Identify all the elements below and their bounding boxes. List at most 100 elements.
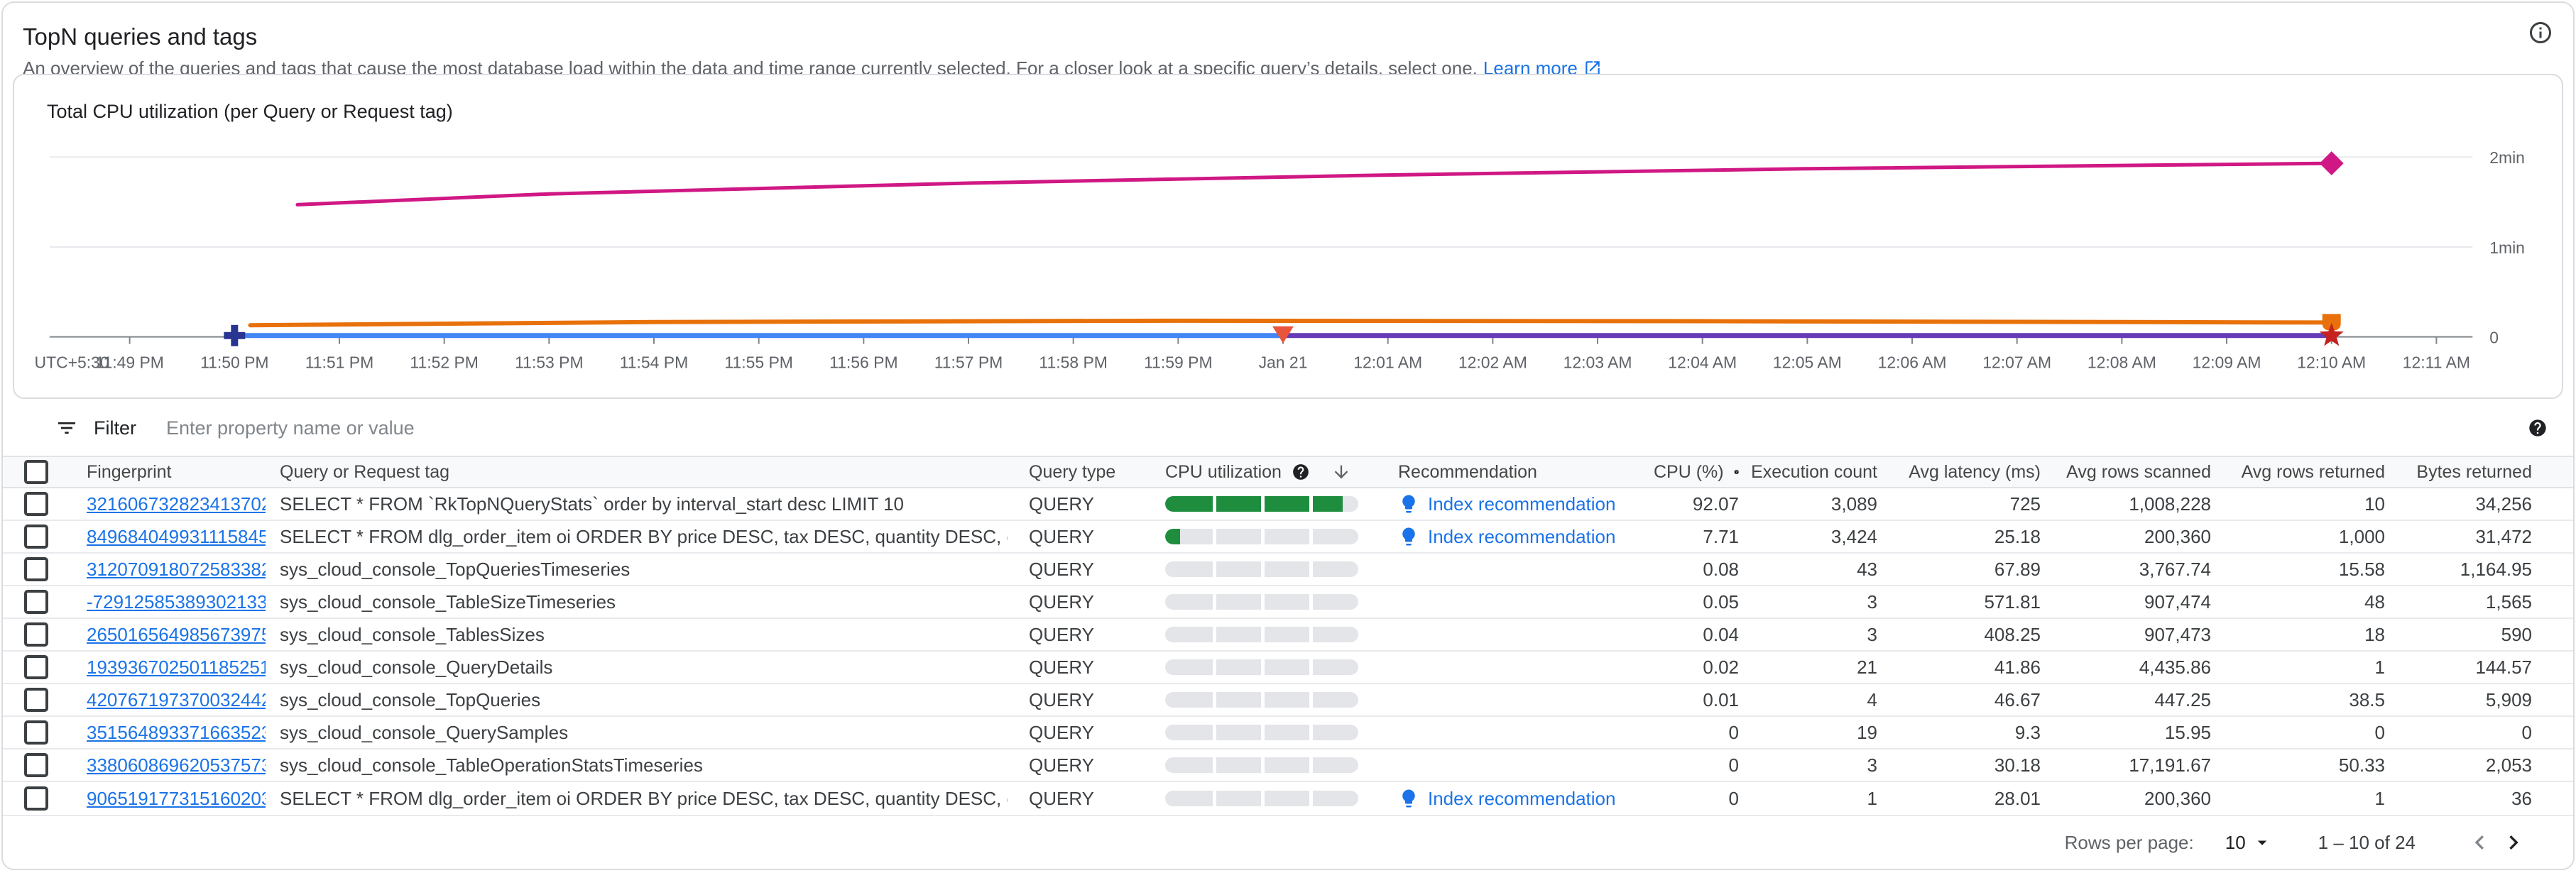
execution-count: 3: [1867, 591, 1877, 613]
fingerprint-link[interactable]: 2650165649856739758: [87, 623, 266, 645]
avg-rows-scanned: 447.25: [2154, 688, 2211, 710]
index-recommendation-link[interactable]: Index recommendation: [1398, 493, 1654, 515]
row-checkbox[interactable]: [24, 688, 48, 712]
avg-rows-returned: 38.5: [2349, 688, 2385, 710]
cpu-utilization-bar: [1165, 561, 1358, 577]
query-text: sys_cloud_console_QueryDetails: [280, 656, 553, 678]
cpu-utilization-bar: [1165, 627, 1358, 642]
lightbulb-icon: [1402, 789, 1415, 808]
help-icon[interactable]: [1292, 463, 1310, 481]
chart-title: Total CPU utilization (per Query or Requ…: [47, 101, 453, 122]
table-body: 3216067328234137024 SELECT * FROM `RkTop…: [3, 488, 2573, 815]
avg-rows-returned: 18: [2364, 623, 2385, 645]
col-execution-count[interactable]: Execution count: [1751, 461, 1877, 482]
row-checkbox[interactable]: [24, 720, 48, 745]
query-text: sys_cloud_console_TableSizeTimeseries: [280, 591, 616, 613]
table-row[interactable]: -72912585389302133… sys_cloud_console_Ta…: [3, 586, 2573, 619]
table-row[interactable]: 3380608696205375739 sys_cloud_console_Ta…: [3, 750, 2573, 782]
pagination-range: 1 – 10 of 24: [2318, 831, 2416, 853]
table-row[interactable]: 3216067328234137024 SELECT * FROM `RkTop…: [3, 488, 2573, 521]
cpu-percent: 7.71: [1703, 525, 1739, 547]
sort-desc-icon[interactable]: [1331, 462, 1351, 482]
rows-per-page-select[interactable]: 10: [2225, 832, 2273, 854]
avg-latency: 46.67: [1994, 688, 2041, 710]
table-row[interactable]: 8496840499311158456 SELECT * FROM dlg_or…: [3, 521, 2573, 554]
col-bytes-returned[interactable]: Bytes returned: [2416, 461, 2532, 482]
avg-latency: 28.01: [1994, 787, 2041, 809]
col-recommendation[interactable]: Recommendation: [1398, 461, 1537, 482]
fingerprint-link[interactable]: 4207671973700324422: [87, 688, 266, 710]
table-row[interactable]: 1939367025011852511 sys_cloud_console_Qu…: [3, 652, 2573, 684]
fingerprint-link[interactable]: -72912585389302133…: [87, 591, 266, 613]
avg-rows-scanned: 907,474: [2144, 591, 2211, 613]
col-fingerprint[interactable]: Fingerprint: [87, 461, 172, 482]
bytes-returned: 2,053: [2485, 754, 2532, 776]
row-checkbox[interactable]: [24, 525, 48, 549]
table-row[interactable]: 312070918072583382 sys_cloud_console_Top…: [3, 554, 2573, 586]
open-in-new-icon: [1586, 61, 1600, 75]
index-recommendation-link[interactable]: Index recommendation: [1398, 526, 1654, 548]
avg-rows-returned: 48: [2364, 591, 2385, 613]
recommendation-label: Index recommendation: [1428, 493, 1616, 515]
table-row[interactable]: 3515648933716635231 sys_cloud_console_Qu…: [3, 717, 2573, 750]
row-checkbox[interactable]: [24, 753, 48, 777]
query-type: QUERY: [1029, 525, 1094, 547]
lightbulb-icon: [1402, 527, 1415, 546]
fingerprint-link[interactable]: 9065191773151602033: [87, 787, 266, 809]
row-checkbox[interactable]: [24, 622, 48, 647]
filter-input[interactable]: [165, 416, 2523, 440]
table-row[interactable]: 4207671973700324422 sys_cloud_console_To…: [3, 684, 2573, 717]
col-avg-latency[interactable]: Avg latency (ms): [1909, 461, 2041, 482]
fingerprint-link[interactable]: 3216067328234137024: [87, 493, 266, 515]
svg-text:12:04 AM: 12:04 AM: [1668, 353, 1737, 372]
fingerprint-link[interactable]: 3380608696205375739: [87, 754, 266, 776]
query-type: QUERY: [1029, 787, 1094, 809]
avg-rows-returned: 15.58: [2338, 558, 2385, 580]
col-avg-rows-scanned[interactable]: Avg rows scanned: [2066, 461, 2211, 482]
col-query-or-request-tag[interactable]: Query or Request tag: [280, 461, 450, 482]
help-icon[interactable]: [1734, 463, 1739, 481]
execution-count: 21: [1857, 656, 1877, 678]
fingerprint-link[interactable]: 312070918072583382: [87, 558, 266, 580]
svg-text:11:58 PM: 11:58 PM: [1039, 353, 1107, 372]
query-type: QUERY: [1029, 754, 1094, 776]
query-text: sys_cloud_console_TablesSizes: [280, 623, 545, 645]
page-title: TopN queries and tags: [23, 23, 258, 50]
svg-text:Jan 21: Jan 21: [1259, 353, 1308, 372]
table-row[interactable]: 9065191773151602033 SELECT * FROM dlg_or…: [3, 782, 2573, 815]
avg-latency: 25.18: [1994, 525, 2041, 547]
query-text: SELECT * FROM dlg_order_item oi ORDER BY…: [280, 787, 1008, 809]
fingerprint-link[interactable]: 1939367025011852511: [87, 656, 266, 678]
row-checkbox[interactable]: [24, 786, 48, 811]
svg-text:12:02 AM: 12:02 AM: [1458, 353, 1527, 372]
svg-text:11:53 PM: 11:53 PM: [515, 353, 583, 372]
fingerprint-link[interactable]: 8496840499311158456: [87, 525, 266, 547]
table-help-icon[interactable]: [2523, 414, 2552, 442]
col-query-type[interactable]: Query type: [1029, 461, 1116, 482]
cpu-utilization-chart[interactable]: 2min 1min 0 11:49 PM 11:50 PM 11:51 PM 11:52 P…: [14, 75, 2562, 397]
query-text: SELECT * FROM `RkTopNQueryStats` order b…: [280, 493, 904, 515]
info-icon[interactable]: [2526, 18, 2555, 47]
row-checkbox[interactable]: [24, 655, 48, 679]
fingerprint-link[interactable]: 3515648933716635231: [87, 721, 266, 743]
svg-text:0: 0: [2489, 329, 2499, 347]
execution-count: 19: [1857, 721, 1877, 743]
index-recommendation-link[interactable]: Index recommendation: [1398, 788, 1654, 810]
select-all-checkbox[interactable]: [24, 460, 48, 484]
cpu-percent: 0.08: [1703, 558, 1739, 580]
col-cpu-percent[interactable]: CPU (%): [1654, 462, 1739, 483]
row-checkbox[interactable]: [24, 557, 48, 581]
col-cpu-utilization[interactable]: CPU utilization: [1142, 462, 1377, 483]
svg-text:1min: 1min: [2489, 238, 2525, 257]
row-checkbox[interactable]: [24, 492, 48, 516]
cpu-utilization-bar-fill: [1165, 529, 1180, 544]
col-avg-rows-returned[interactable]: Avg rows returned: [2241, 461, 2385, 482]
svg-text:12:01 AM: 12:01 AM: [1353, 353, 1422, 372]
next-page-button[interactable]: [2496, 825, 2531, 860]
row-checkbox[interactable]: [24, 590, 48, 614]
table-row[interactable]: 2650165649856739758 sys_cloud_console_Ta…: [3, 619, 2573, 652]
avg-rows-returned: 0: [2374, 721, 2385, 743]
cpu-utilization-bar: [1165, 659, 1358, 675]
previous-page-button[interactable]: [2462, 825, 2496, 860]
